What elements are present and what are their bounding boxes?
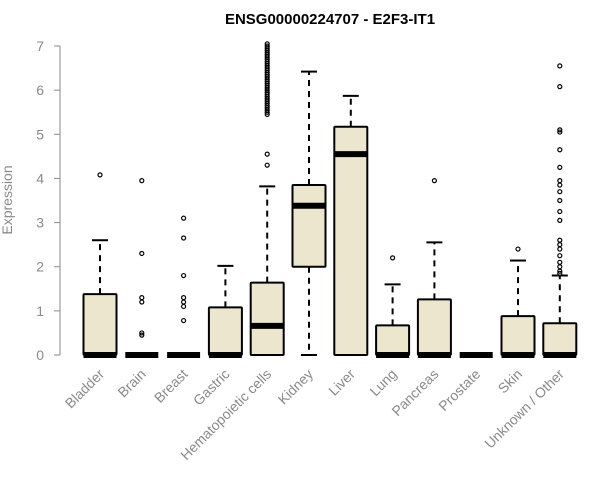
y-tick-label: 2 [36,259,44,275]
box-group [82,172,118,358]
outlier-point [515,246,521,252]
outlier-point [557,189,563,195]
outlier-point [557,253,563,259]
x-tick-label: Skin [495,366,526,397]
box-iqr [500,315,536,357]
y-tick-label: 6 [36,82,44,98]
outlier-point [557,147,563,153]
outlier-point [431,178,437,184]
outlier-point [181,295,187,301]
outlier-point [139,330,145,336]
outlier-point [181,272,187,279]
outlier-point [181,299,187,305]
outlier-point [97,172,103,178]
box-group [249,41,285,356]
box-group [291,70,327,356]
y-tick-label: 0 [36,347,44,363]
chart-title: ENSG00000224707 - E2F3-IT1 [225,11,435,28]
box-group [375,255,411,358]
box-group [167,215,201,358]
outlier-point [181,215,187,221]
y-axis: 0 1 2 3 4 5 6 7 [36,38,61,363]
x-tick-label: Prostate [435,366,483,414]
box-iqr [416,298,452,357]
outlier-point [557,270,563,276]
outlier-point [557,246,563,252]
box-group [125,178,159,358]
x-tick-label: Unknown / Other [481,366,567,452]
outlier-point [557,127,563,133]
outlier-point [264,43,270,49]
x-tick-label: Liver [325,366,358,399]
y-tick-label: 1 [36,303,44,319]
outlier-point [139,250,145,257]
box-group [333,94,369,356]
box-iqr [82,293,118,356]
x-tick-label: Brain [114,366,148,400]
x-tick-label: Kidney [275,366,317,408]
y-tick-label: 3 [36,215,44,231]
outlier-point [557,237,563,243]
outlier-point [139,332,145,338]
outlier-point [557,208,563,215]
outlier-point [264,162,270,168]
outlier-point [557,242,563,248]
box-group [416,178,452,358]
box-iqr [375,324,411,356]
outlier-point [557,197,563,204]
outlier-point [181,317,187,324]
box-iqr [249,281,285,356]
x-tick-label: Breast [151,366,191,406]
outlier-point [557,63,563,69]
outlier-point [139,178,145,184]
box-iqr [542,322,578,356]
outlier-point [557,164,563,170]
outlier-point [181,303,187,310]
outlier-point [181,235,187,241]
box-iqr [207,306,243,356]
outlier-point [139,295,145,301]
box-iqr [333,125,369,356]
outlier-point [390,255,396,261]
box-group [542,63,578,358]
y-axis-label: Expression [0,165,15,234]
y-tick-label: 4 [36,170,44,186]
box-iqr [291,184,327,268]
plot-area [82,41,578,358]
outlier-point [557,129,563,135]
outlier-point [557,217,563,223]
outlier-point [139,299,145,305]
y-tick-label: 7 [36,38,44,54]
outlier-point [557,182,563,188]
outlier-point [264,151,270,157]
outlier-point [557,84,563,90]
x-tick-label: Bladder [62,366,108,412]
box-group [207,264,243,358]
outlier-point [557,264,563,270]
outlier-point [264,41,270,47]
box-group [500,246,536,358]
outlier-point [557,259,563,265]
x-tick-label: Lung [366,366,399,399]
y-tick-label: 5 [36,126,44,142]
outlier-point [557,178,563,184]
